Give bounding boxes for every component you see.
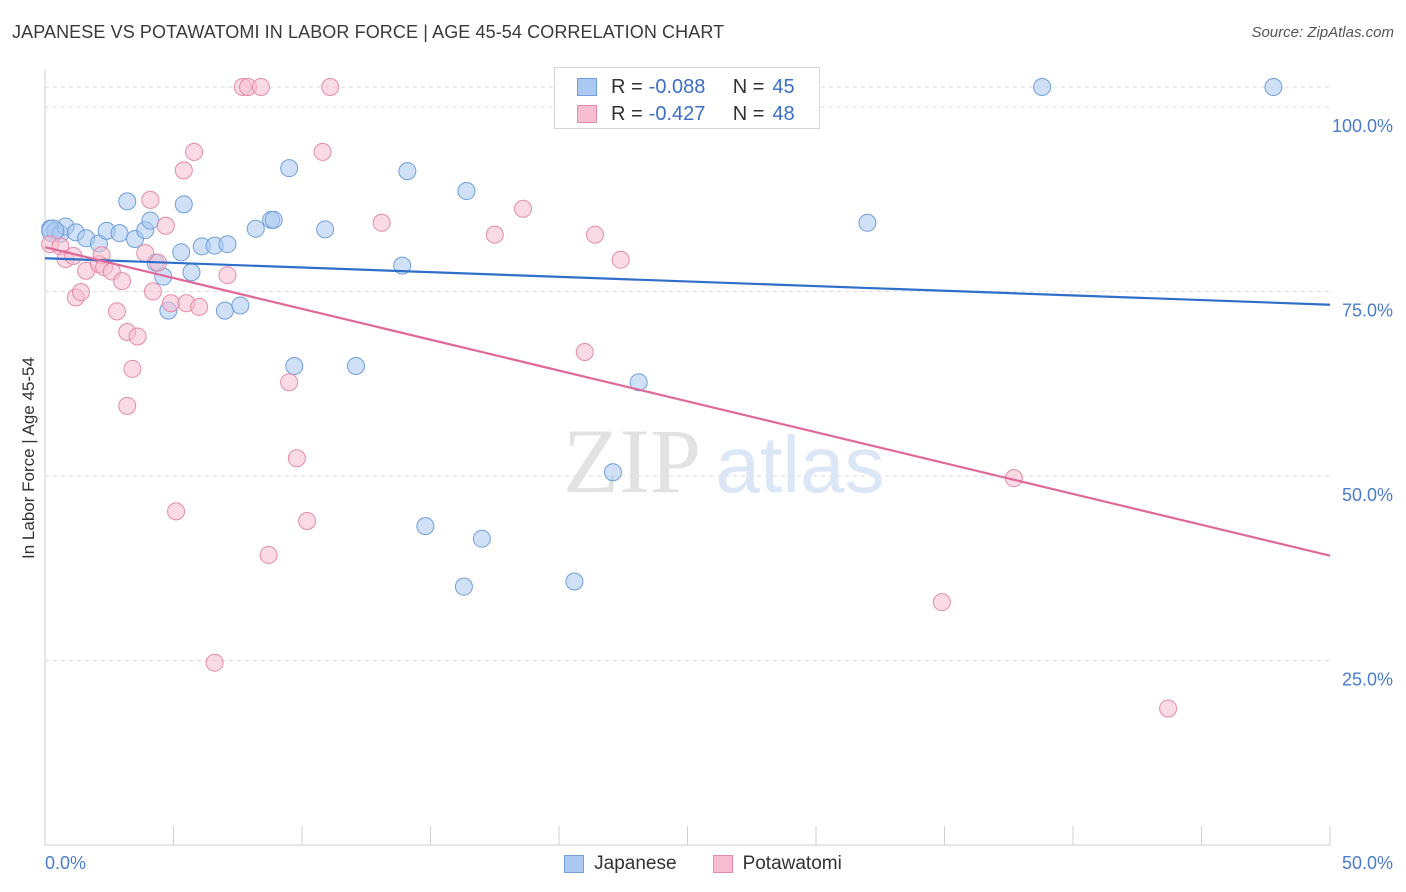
series-legend: Japanese Potawatomi bbox=[0, 852, 1406, 876]
legend-row-potawatomi: R = -0.427 N = 48 bbox=[577, 101, 795, 127]
japanese-point bbox=[110, 224, 129, 243]
potawatomi-point bbox=[128, 327, 147, 346]
y-tick-label-1: 50.0% bbox=[1342, 485, 1393, 505]
japanese-point bbox=[416, 517, 435, 536]
potawatomi-point bbox=[575, 342, 594, 361]
source-label: Source: ZipAtlas.com bbox=[1251, 24, 1394, 41]
series-japanese-points bbox=[41, 77, 1283, 596]
japanese-point bbox=[174, 195, 193, 214]
japanese-point bbox=[603, 463, 622, 482]
japanese-point bbox=[454, 577, 473, 596]
japanese-point bbox=[285, 356, 304, 375]
japanese-point bbox=[280, 159, 299, 178]
potawatomi-point bbox=[280, 373, 299, 392]
japanese-point bbox=[1264, 77, 1283, 96]
potawatomi-point bbox=[251, 77, 270, 96]
potawatomi-point bbox=[205, 653, 224, 672]
potawatomi-trend-line bbox=[44, 246, 1331, 557]
potawatomi-point bbox=[113, 272, 132, 291]
n-value: 48 bbox=[772, 102, 795, 125]
potawatomi-point bbox=[107, 302, 126, 321]
trend-lines bbox=[44, 246, 1331, 557]
watermark-atlas: atlas bbox=[716, 420, 885, 509]
potawatomi-point bbox=[585, 225, 604, 244]
legend-label-japanese: Japanese bbox=[594, 853, 677, 874]
potawatomi-point bbox=[156, 216, 175, 235]
grid-lines bbox=[45, 86, 1330, 661]
potawatomi-point bbox=[174, 161, 193, 180]
potawatomi-point bbox=[167, 502, 186, 521]
potawatomi-point bbox=[218, 266, 237, 285]
japanese-point bbox=[215, 301, 234, 320]
axes bbox=[44, 70, 1331, 846]
potawatomi-point bbox=[611, 250, 630, 269]
potawatomi-point bbox=[313, 142, 332, 161]
n-label: N = bbox=[732, 102, 765, 125]
potawatomi-point bbox=[118, 396, 137, 415]
potawatomi-point bbox=[185, 142, 204, 161]
r-value: -0.088 bbox=[648, 75, 706, 98]
legend-label-potawatomi: Potawatomi bbox=[742, 853, 842, 874]
japanese-point bbox=[316, 220, 335, 239]
japanese-point bbox=[182, 263, 201, 282]
potawatomi-point bbox=[161, 294, 180, 313]
potawatomi-point bbox=[123, 359, 142, 378]
x-tick-label-1: 50.0% bbox=[1342, 853, 1393, 873]
potawatomi-point bbox=[321, 77, 340, 96]
japanese-point bbox=[172, 243, 191, 262]
japanese-trend-line bbox=[44, 257, 1331, 306]
potawatomi-swatch bbox=[712, 855, 733, 873]
y-tick-label-2: 75.0% bbox=[1342, 300, 1393, 320]
legend-item-japanese[interactable]: Japanese bbox=[564, 853, 677, 875]
r-label: R = bbox=[611, 102, 643, 125]
legend-row-japanese: R = -0.088 N = 45 bbox=[577, 74, 795, 100]
japanese-swatch bbox=[564, 855, 585, 873]
japanese-point bbox=[398, 162, 417, 181]
potawatomi-point bbox=[143, 282, 162, 301]
japanese-point bbox=[346, 356, 365, 375]
japanese-point bbox=[264, 210, 283, 229]
n-value: 45 bbox=[772, 75, 795, 98]
series-potawatomi-points bbox=[41, 77, 1178, 718]
y-tick-label-0: 25.0% bbox=[1342, 669, 1393, 689]
japanese-point bbox=[246, 219, 265, 238]
potawatomi-point bbox=[287, 449, 306, 468]
potawatomi-point bbox=[259, 545, 278, 564]
potawatomi-point bbox=[932, 593, 951, 612]
potawatomi-swatch bbox=[577, 105, 597, 123]
potawatomi-point bbox=[71, 283, 90, 302]
japanese-point bbox=[218, 235, 237, 254]
japanese-point bbox=[457, 182, 476, 201]
watermark: ZIP atlas bbox=[563, 410, 884, 512]
potawatomi-point bbox=[514, 199, 533, 218]
potawatomi-point bbox=[190, 297, 209, 316]
japanese-swatch bbox=[577, 78, 597, 96]
potawatomi-point bbox=[485, 225, 504, 244]
japanese-point bbox=[393, 256, 412, 275]
potawatomi-point bbox=[298, 511, 317, 530]
correlation-legend: R = -0.088 N = 45 R = -0.427 N = 48 bbox=[554, 67, 820, 129]
r-label: R = bbox=[611, 75, 643, 98]
potawatomi-point bbox=[372, 213, 391, 232]
japanese-point bbox=[1033, 77, 1052, 96]
tick-labels: 25.0% 50.0% 75.0% 100.0% 0.0% 50.0% bbox=[45, 116, 1393, 873]
y-tick-label-3: 100.0% bbox=[1332, 116, 1393, 136]
watermark-zip: ZIP bbox=[563, 410, 701, 512]
legend-item-potawatomi[interactable]: Potawatomi bbox=[712, 853, 842, 875]
r-value: -0.427 bbox=[648, 102, 706, 125]
potawatomi-point bbox=[141, 190, 160, 209]
japanese-point bbox=[858, 213, 877, 232]
japanese-point bbox=[141, 211, 160, 230]
japanese-point bbox=[565, 572, 584, 591]
japanese-point bbox=[472, 529, 491, 548]
y-axis-label: In Labor Force | Age 45-54 bbox=[19, 357, 38, 559]
japanese-point bbox=[231, 296, 250, 315]
chart-title: JAPANESE VS POTAWATOMI IN LABOR FORCE | … bbox=[12, 22, 725, 42]
x-tick-label-0: 0.0% bbox=[45, 853, 86, 873]
potawatomi-point bbox=[1159, 699, 1178, 718]
n-label: N = bbox=[732, 75, 765, 98]
japanese-point bbox=[118, 192, 137, 211]
